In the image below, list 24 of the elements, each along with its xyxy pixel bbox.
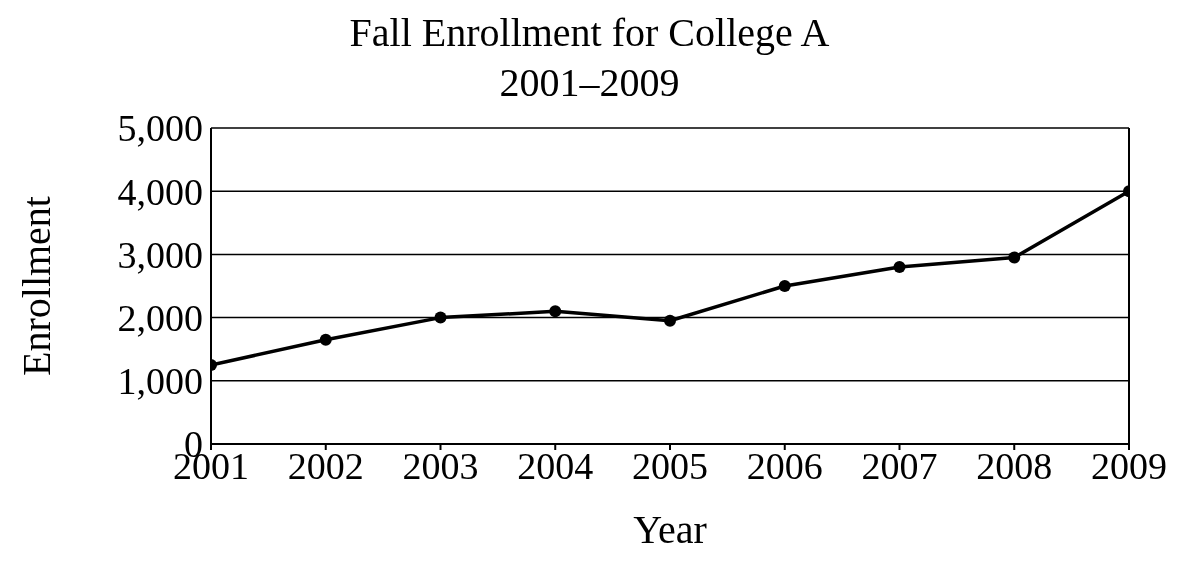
x-tick-label: 2004 [517,444,594,487]
y-tick-label: 1,000 [117,360,203,403]
x-tick-label: 2003 [402,444,479,487]
point [778,280,791,292]
point [434,311,447,324]
y-tick-label: 2,000 [117,297,203,340]
x-tick-label: 2002 [287,444,364,487]
y-tick-label: 5,000 [117,107,203,150]
point [1008,251,1021,264]
x-tick-label: 2007 [861,444,938,487]
x-axis-title: Year [633,507,707,552]
chart-title: Fall Enrollment for College A [348,9,831,57]
point [664,314,676,327]
chart-subtitle: 2001–2009 [498,59,681,107]
y-tick-label: 3,000 [117,233,203,276]
y-tick-label: 4,000 [117,170,203,213]
point [549,305,562,318]
x-tick-label: 2008 [976,444,1053,487]
point [893,261,906,274]
x-tick-label: 2009 [1091,444,1167,487]
x-tick-label: 2006 [746,444,823,487]
point [319,333,332,346]
y-axis-title: Enrollment [14,196,60,376]
x-tick-label: 2005 [632,444,708,487]
